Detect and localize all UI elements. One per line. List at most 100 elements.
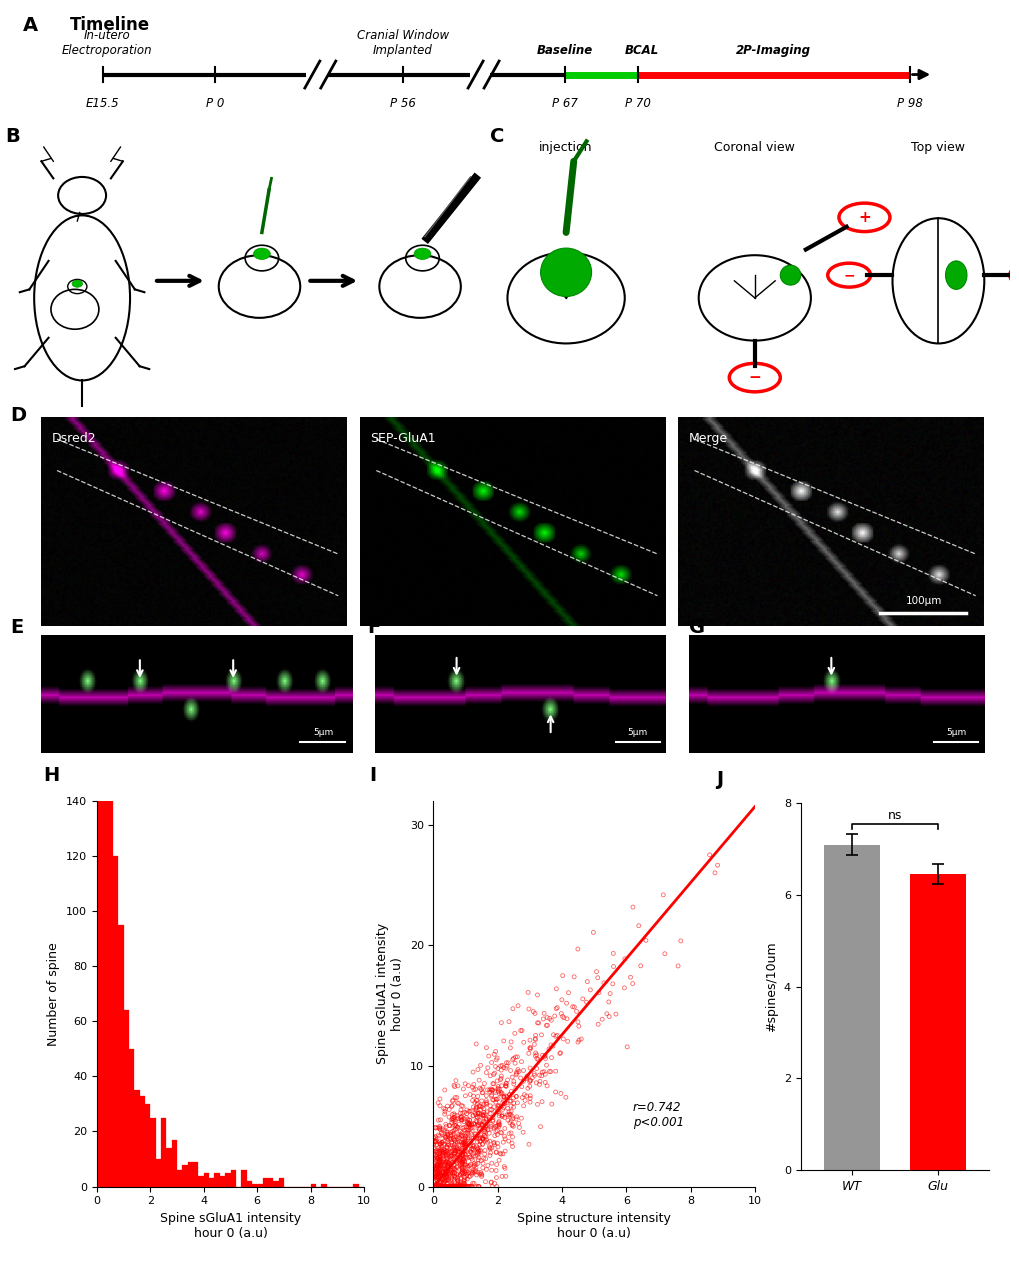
Point xyxy=(455,1117,472,1137)
Point xyxy=(430,1176,446,1197)
Point xyxy=(526,1035,542,1055)
Point xyxy=(475,1104,491,1125)
Point xyxy=(463,1142,479,1163)
Point xyxy=(465,1113,481,1133)
Point xyxy=(455,1176,472,1197)
Point xyxy=(430,1150,446,1170)
Point xyxy=(427,1176,443,1197)
Point xyxy=(440,1176,457,1197)
Point xyxy=(446,1088,463,1108)
Point xyxy=(429,1142,445,1163)
Point xyxy=(505,1071,522,1092)
Point xyxy=(453,1145,470,1165)
Point xyxy=(450,1138,467,1159)
Point xyxy=(468,1161,484,1182)
Point xyxy=(450,1146,467,1166)
Point xyxy=(430,1176,446,1197)
Point xyxy=(458,1161,474,1182)
Point xyxy=(449,1140,466,1160)
Point xyxy=(443,1090,460,1111)
Point xyxy=(445,1175,462,1195)
Point xyxy=(467,1146,483,1166)
Point xyxy=(459,1164,475,1184)
Point xyxy=(426,1176,442,1197)
Point xyxy=(543,1011,559,1031)
Point xyxy=(490,1112,506,1132)
Point xyxy=(428,1176,444,1197)
Point xyxy=(538,1007,554,1027)
Point xyxy=(504,998,521,1018)
Bar xyxy=(220,1175,225,1187)
Point xyxy=(443,1108,460,1128)
Point xyxy=(578,992,594,1012)
Point xyxy=(440,1154,457,1174)
Point xyxy=(538,1075,554,1095)
Point xyxy=(527,1003,543,1023)
Point xyxy=(453,1146,470,1166)
Point xyxy=(453,1163,470,1183)
Point xyxy=(430,1166,446,1187)
Point xyxy=(504,1116,521,1136)
Bar xyxy=(193,1161,199,1187)
Point xyxy=(469,1112,485,1132)
Point xyxy=(472,1132,488,1152)
Point xyxy=(465,1097,481,1117)
Point xyxy=(435,1176,451,1197)
Point xyxy=(431,1133,447,1154)
Point xyxy=(454,1151,471,1171)
Point xyxy=(454,1149,471,1169)
Point xyxy=(454,1079,471,1099)
Point xyxy=(463,1176,479,1197)
Point xyxy=(503,1114,520,1135)
Point xyxy=(427,1176,443,1197)
Point xyxy=(452,1176,469,1197)
Point xyxy=(443,1112,460,1132)
Point xyxy=(465,1136,481,1156)
Point xyxy=(435,1151,451,1171)
Point xyxy=(498,1093,515,1113)
Point xyxy=(547,998,564,1018)
Point xyxy=(476,1120,492,1140)
Point xyxy=(439,1176,455,1197)
Point xyxy=(430,1147,446,1168)
Point xyxy=(441,1142,458,1163)
Point xyxy=(426,1131,442,1151)
Point xyxy=(429,1117,445,1137)
Point xyxy=(455,1141,472,1161)
Point xyxy=(443,1138,460,1159)
Point xyxy=(483,1154,499,1174)
Point xyxy=(492,1066,508,1087)
Text: P 67: P 67 xyxy=(551,97,578,110)
Point xyxy=(453,1159,470,1179)
Point xyxy=(429,1176,445,1197)
Point xyxy=(455,1128,472,1149)
Point xyxy=(462,1111,478,1131)
Point xyxy=(448,1127,465,1147)
Point xyxy=(449,1075,466,1095)
Point xyxy=(436,1176,452,1197)
Point xyxy=(458,1147,474,1168)
Point xyxy=(470,1176,486,1197)
Y-axis label: Number of spine: Number of spine xyxy=(48,941,60,1046)
Point xyxy=(453,1152,470,1173)
Point xyxy=(432,1176,448,1197)
Point xyxy=(490,1114,506,1135)
Point xyxy=(432,1176,448,1197)
Point xyxy=(476,1126,492,1146)
Point xyxy=(437,1099,453,1120)
Point xyxy=(436,1121,452,1141)
Point xyxy=(464,1117,480,1137)
Point xyxy=(459,1147,475,1168)
Point xyxy=(435,1176,451,1197)
Point xyxy=(438,1122,454,1142)
Point xyxy=(459,1103,475,1123)
Point xyxy=(427,1142,443,1163)
Point xyxy=(458,1136,474,1156)
Point xyxy=(522,1037,538,1058)
Point xyxy=(495,1087,512,1107)
Point xyxy=(455,1151,472,1171)
Point xyxy=(474,1106,490,1126)
Point xyxy=(437,1127,453,1147)
Point xyxy=(426,1137,442,1157)
Point xyxy=(598,1003,614,1023)
